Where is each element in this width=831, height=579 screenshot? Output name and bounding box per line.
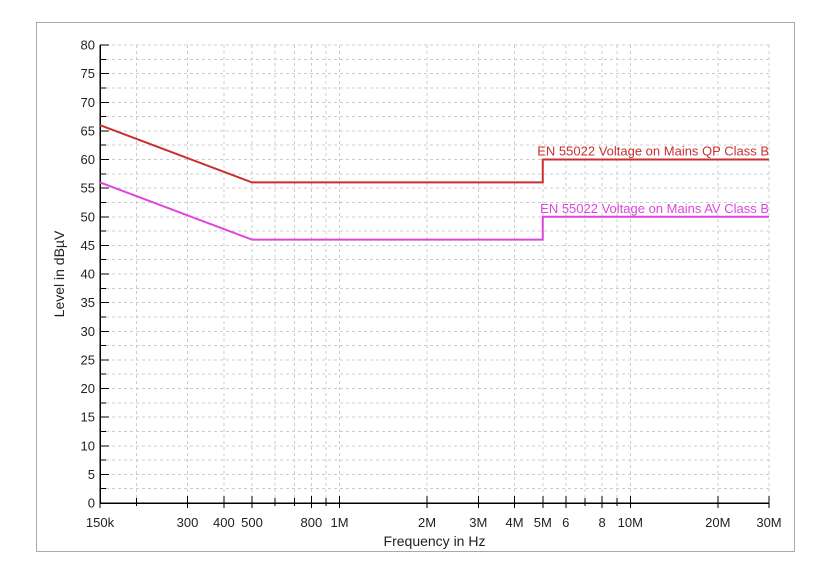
x-tick-label: 2M xyxy=(418,515,436,530)
y-tick-label: 80 xyxy=(81,38,95,53)
tick-marks xyxy=(99,44,770,508)
series-label-1: EN 55022 Voltage on Mains AV Class B xyxy=(540,201,769,216)
y-tick-label: 60 xyxy=(81,152,95,167)
x-tick-label: 400 xyxy=(213,515,235,530)
series-line-1 xyxy=(99,181,769,241)
x-tick-label: 6 xyxy=(562,515,569,530)
series-line-0 xyxy=(99,124,769,184)
x-tick-label: 20M xyxy=(705,515,730,530)
axes xyxy=(99,45,769,504)
limit-chart: 150k 300 400 500 800 1M 2M 3M 4M 5M 6 8 10M 20M 30M 0 5 1… xyxy=(36,22,795,552)
y-tick-label: 5 xyxy=(88,467,95,482)
series-label-0: EN 55022 Voltage on Mains QP Class B xyxy=(537,144,769,159)
gridlines xyxy=(100,44,770,503)
x-axis-title: Frequency in Hz xyxy=(384,533,486,549)
x-tick-label: 500 xyxy=(241,515,263,530)
y-tick-label: 55 xyxy=(81,181,95,196)
y-tick-label: 35 xyxy=(81,295,95,310)
x-tick-label: 800 xyxy=(301,515,323,530)
y-tick-label: 70 xyxy=(81,95,95,110)
y-tick-label: 45 xyxy=(81,238,95,253)
y-tick-label: 15 xyxy=(81,410,95,425)
x-tick-label: 4M xyxy=(506,515,524,530)
x-tick-label: 5M xyxy=(534,515,552,530)
series-lines xyxy=(99,124,769,241)
tick-labels: 150k 300 400 500 800 1M 2M 3M 4M 5M 6 8 10M 20M 30M 0 5 1… xyxy=(81,38,782,531)
y-axis-title: Level in dBµV xyxy=(51,230,67,317)
y-tick-label: 75 xyxy=(81,66,95,81)
y-tick-label: 10 xyxy=(81,438,95,453)
x-tick-label: 300 xyxy=(177,515,199,530)
y-tick-label: 65 xyxy=(81,123,95,138)
plot-canvas: 150k 300 400 500 800 1M 2M 3M 4M 5M 6 8 10M 20M 30M 0 5 1… xyxy=(51,38,782,550)
y-tick-label: 25 xyxy=(81,352,95,367)
x-tick-label: 3M xyxy=(469,515,487,530)
series-labels: EN 55022 Voltage on Mains QP Class B EN 5… xyxy=(537,144,769,216)
x-tick-label: 1M xyxy=(331,515,349,530)
x-tick-label: 30M xyxy=(756,515,781,530)
x-tick-label: 8 xyxy=(598,515,605,530)
y-tick-label: 30 xyxy=(81,324,95,339)
y-tick-label: 40 xyxy=(81,267,95,282)
y-tick-label: 50 xyxy=(81,209,95,224)
x-tick-label: 10M xyxy=(618,515,643,530)
x-tick-label: 150k xyxy=(86,515,115,530)
y-tick-label: 0 xyxy=(88,496,95,511)
y-tick-label: 20 xyxy=(81,381,95,396)
